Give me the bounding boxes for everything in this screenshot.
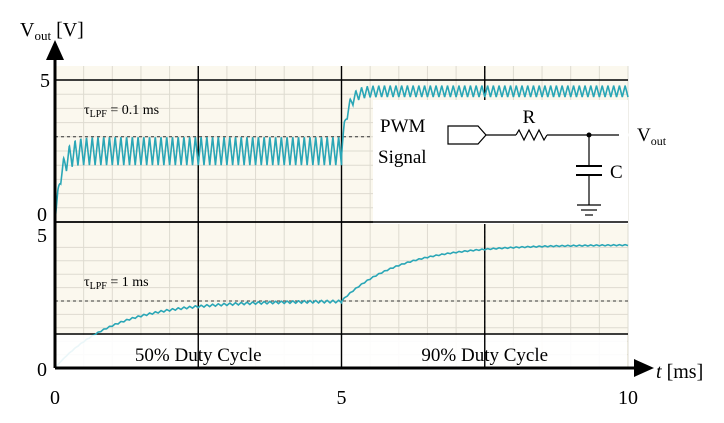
region-label-50: 50% Duty Cycle xyxy=(135,345,262,366)
resistor-symbol xyxy=(515,128,548,142)
y-axis-title-main: V xyxy=(20,19,35,41)
y-tick-label: 5 xyxy=(40,70,50,92)
y-tick-label: 5 xyxy=(37,225,47,247)
tau-annotation-top: τLPF = 0.1 ms xyxy=(84,103,159,120)
rc-circuit xyxy=(447,125,619,216)
y-axis-title-sub: out xyxy=(34,28,51,43)
x-axis-arrowhead xyxy=(634,359,654,377)
circuit-output-main: V xyxy=(637,125,651,146)
top-signal-trace xyxy=(54,85,629,223)
capacitor-label: C xyxy=(610,162,623,183)
x-axis-title: t [ms] xyxy=(656,361,703,383)
tau-annotation-bottom-rest: = 1 ms xyxy=(107,275,149,290)
tau-annotation-bottom-sub: LPF xyxy=(90,281,108,292)
y-axis-title-unit: [V] xyxy=(51,19,84,41)
x-axis-title-unit: [ms] xyxy=(662,361,704,383)
junction-dot xyxy=(586,132,592,138)
y-tick-label: 0 xyxy=(37,204,47,226)
x-tick-label: 10 xyxy=(618,387,638,409)
circuit-input-label-line2: Signal xyxy=(378,147,427,168)
x-tick-label: 0 xyxy=(50,387,60,409)
tau-annotation-top-sub: LPF xyxy=(90,109,108,120)
x-axis-title-main: t xyxy=(656,361,662,383)
bottom-signal-trace xyxy=(54,243,629,369)
circuit-output-sub: out xyxy=(651,134,667,148)
region-label-90: 90% Duty Cycle xyxy=(421,345,548,366)
tau-annotation-bottom: τLPF = 1 ms xyxy=(84,275,149,292)
circuit-inset-background xyxy=(373,100,628,224)
resistor-label: R xyxy=(523,107,536,128)
x-tick-label: 5 xyxy=(337,387,347,409)
tau-annotation-top-main: τ xyxy=(84,103,90,118)
y-tick-label: 0 xyxy=(37,359,47,381)
output-terminal xyxy=(619,130,629,140)
y-axis-arrowhead xyxy=(46,40,64,60)
circuit-input-label-line1: PWM xyxy=(380,116,426,137)
y-axis-title: Vout [V] xyxy=(20,19,84,43)
tau-annotation-top-rest: = 0.1 ms xyxy=(107,103,159,118)
tau-annotation-bottom-main: τ xyxy=(84,275,90,290)
circuit-output-label: Vout xyxy=(637,125,667,148)
pwm-source-symbol xyxy=(447,125,487,145)
